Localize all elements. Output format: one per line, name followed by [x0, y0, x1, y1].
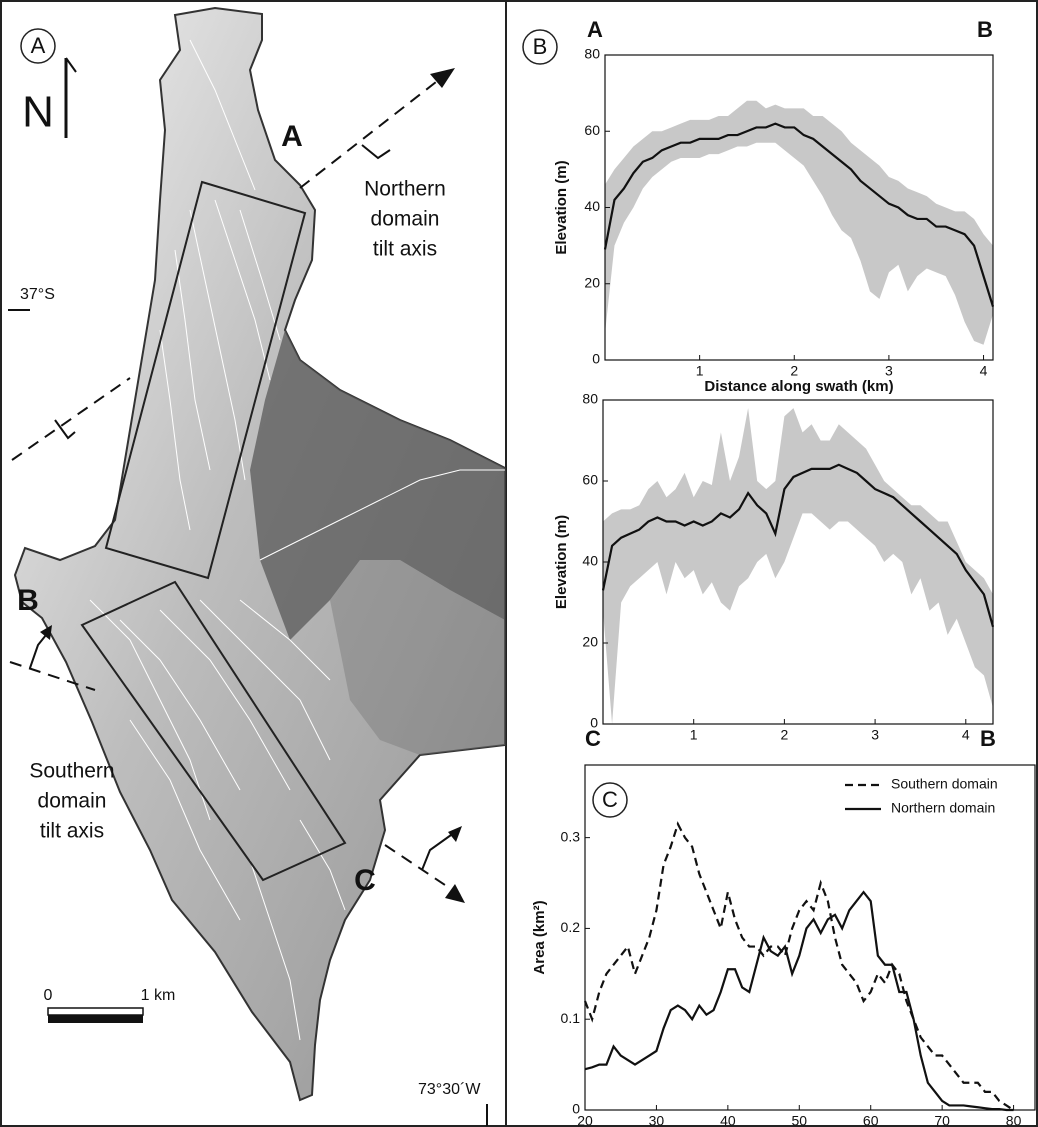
y-tick-label: 0: [592, 351, 600, 367]
panel-label: C: [602, 787, 618, 812]
y-tick-label: 40: [584, 198, 600, 214]
x-tick-label: 20: [577, 1113, 593, 1127]
endpoint-label: B: [977, 17, 993, 42]
data-line: [603, 122, 995, 307]
x-tick-label: 40: [720, 1113, 736, 1127]
x-tick-label: 3: [885, 363, 893, 379]
y-tick-label: 80: [582, 391, 598, 407]
y-axis-label: Area (km²): [531, 900, 548, 974]
endpoint-label: B: [980, 726, 996, 751]
scale-label: 1 km: [141, 987, 176, 1004]
point-label: A: [281, 120, 303, 153]
arrowhead: [430, 68, 455, 88]
x-tick-label: 1: [690, 727, 698, 743]
y-tick-label: 0: [590, 715, 598, 731]
arrowhead: [40, 625, 52, 640]
range-band: [603, 408, 993, 724]
map: A N A B C Northern domain tilt axis Sout…: [8, 6, 506, 1126]
panel-circle: [20, 28, 56, 64]
south-swath: [80, 580, 347, 882]
endpoint-label: C: [585, 726, 601, 751]
y-tick-label: 80: [584, 46, 600, 62]
chart: 0 20 40 60 80 1 2 3 4 Distance along swath (km) El…: [522, 17, 995, 395]
x-tick-label: 50: [791, 1113, 807, 1127]
streams: [89, 39, 505, 1041]
data-line: [584, 890, 1014, 1112]
panel-label: A: [31, 33, 46, 58]
scale-bar: [48, 1015, 143, 1023]
y-tick-label: 40: [582, 553, 598, 569]
north-label: N: [22, 88, 54, 137]
axis-label: domain: [371, 208, 440, 231]
y-tick-label: 20: [584, 274, 600, 290]
chart: 00.10.20.320304050607080Elevation (m)Are…: [531, 764, 1036, 1127]
endpoint-label: A: [587, 17, 603, 42]
panel-label: B: [533, 34, 548, 59]
scale-label: 0: [44, 987, 53, 1004]
y-tick-label: 0.2: [561, 919, 581, 935]
x-tick-label: 1: [696, 363, 704, 379]
legend-label: Northern domain: [891, 800, 995, 816]
range-band: [605, 100, 993, 345]
legend-label: Southern domain: [891, 776, 998, 792]
axis-label: Southern: [29, 760, 114, 783]
north-swath: [104, 180, 307, 580]
x-tick-label: 2: [790, 363, 798, 379]
x-tick-label: 80: [1006, 1113, 1022, 1127]
x-tick-label: 4: [980, 363, 988, 379]
x-tick-label: 3: [871, 727, 879, 743]
x-tick-label: 70: [934, 1113, 950, 1127]
panel-circle: [592, 782, 628, 818]
latitude-label: 37°S: [20, 286, 55, 303]
data-line: [583, 821, 1015, 1111]
south-shade: [330, 560, 505, 755]
data-line: [601, 463, 995, 628]
y-axis-label: Elevation (m): [553, 160, 570, 254]
y-tick-label: 0.1: [561, 1010, 581, 1026]
axis-label: tilt axis: [373, 238, 437, 261]
chart: 0 20 40 60 80 1 2 3 4 Elevation (m) C B: [553, 391, 996, 751]
y-tick-label: 0.3: [561, 828, 581, 844]
point-label: B: [17, 584, 39, 617]
plot-frame: [584, 764, 1036, 1111]
scale-bar: [47, 1007, 144, 1016]
x-axis-label: Distance along swath (km): [704, 378, 893, 395]
point-label: C: [354, 864, 376, 897]
x-tick-label: 2: [780, 727, 788, 743]
y-tick-label: 60: [582, 472, 598, 488]
x-tick-label: 60: [863, 1113, 879, 1127]
north-arrow: [65, 57, 77, 73]
axis-label: Northern: [364, 178, 446, 201]
axis-label: domain: [38, 790, 107, 813]
y-tick-label: 60: [584, 122, 600, 138]
x-tick-label: 4: [962, 727, 970, 743]
tilt-axes: [9, 74, 461, 896]
arrowhead: [448, 826, 462, 842]
y-tick-label: 20: [582, 634, 598, 650]
axis-label: tilt axis: [40, 820, 104, 843]
panel-circle: [522, 29, 558, 65]
longitude-label: 73°30´W: [418, 1081, 481, 1098]
x-tick-label: 30: [649, 1113, 665, 1127]
y-axis-label: Elevation (m): [553, 515, 570, 609]
y-tick-label: 0: [572, 1101, 580, 1117]
arrowhead: [445, 884, 465, 903]
bay-shade: [250, 330, 505, 640]
